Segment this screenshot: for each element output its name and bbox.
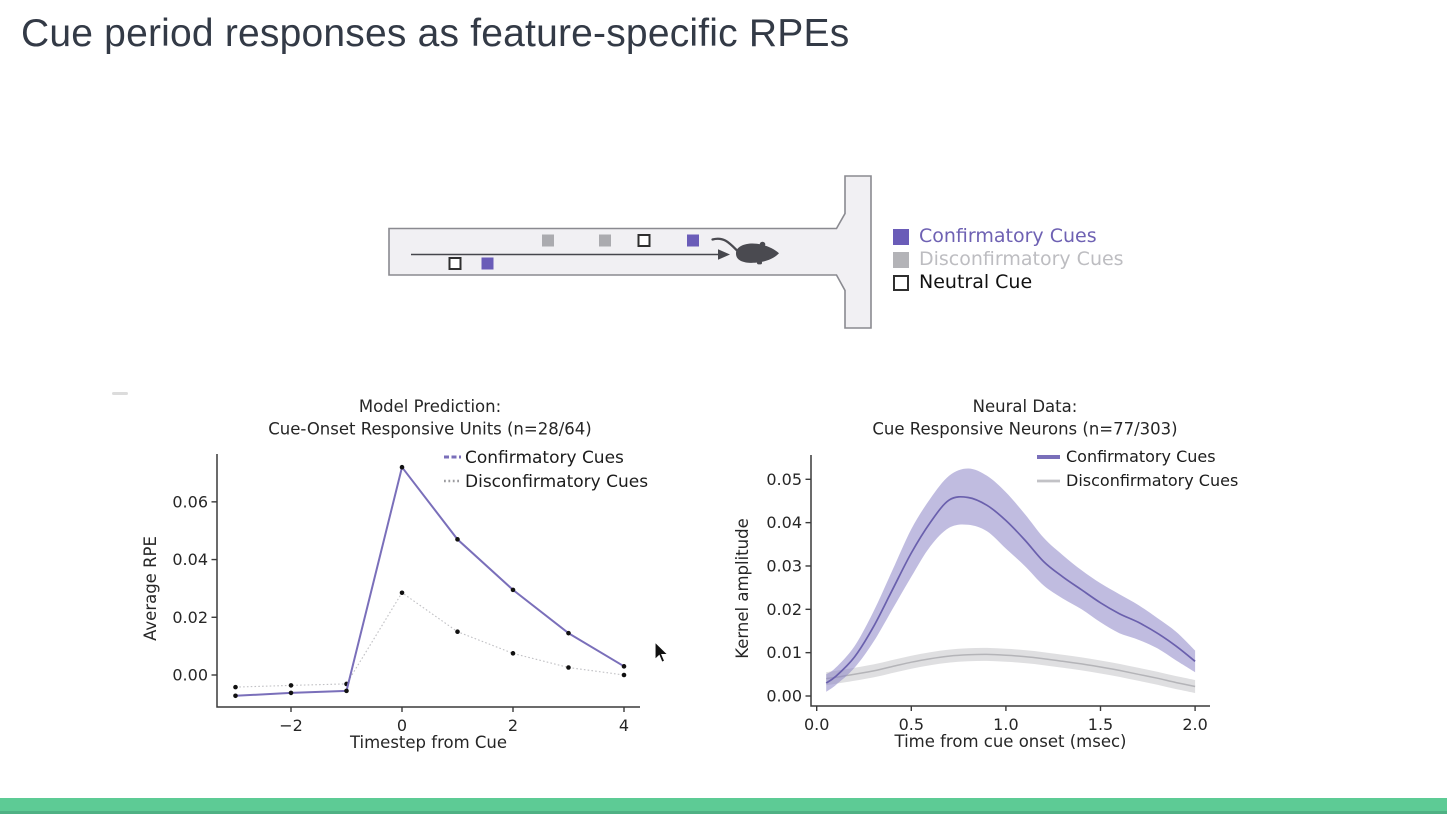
legend-row-neutral: Neutral Cue — [893, 273, 1124, 292]
axes-spines — [216, 454, 640, 708]
confirmatory-cue-square — [687, 234, 699, 247]
data-point — [288, 690, 294, 696]
mouse-silhouette — [711, 237, 779, 265]
y-tick-label: 0.02 — [766, 600, 802, 619]
y-tick-label: 0.00 — [766, 687, 802, 706]
data-point — [233, 693, 238, 699]
screen-artifact-dash — [112, 392, 128, 395]
y-tick-label: 0.00 — [172, 666, 208, 685]
neutral-cue-square — [637, 234, 651, 247]
x-tick-label: 0.0 — [804, 715, 829, 734]
data-point — [455, 537, 460, 542]
y-tick-label: 0.03 — [766, 556, 802, 575]
disconfirmatory-cues-band — [826, 647, 1196, 693]
disconfirmatory-cue-swatch — [893, 251, 909, 268]
confirmatory-cues-band — [826, 468, 1196, 692]
axes-spines — [810, 455, 1210, 707]
x-tick-label: −2 — [279, 716, 303, 735]
legend-row-confirmatory: Confirmatory Cues — [893, 227, 1124, 246]
data-point — [621, 672, 627, 678]
neural-data-chart: 0.0 0.5 1.0 1.5 2.0 0.00 0.01 0.02 0.03 0.04 0.05 T… — [733, 397, 1238, 751]
maze-cue-squares — [448, 234, 699, 270]
chart-title-line2: Cue Responsive Neurons (n=77/303) — [872, 420, 1177, 439]
y-tick-label: 0.06 — [172, 492, 208, 511]
neutral-cue-square — [448, 257, 462, 270]
y-tick-label: 0.04 — [766, 513, 802, 532]
maze-outline — [388, 175, 872, 329]
disconfirmatory-cues-mean-line — [826, 653, 1196, 688]
confirmatory-cues-line — [235, 464, 625, 697]
legend-label: Disconfirmatory Cues — [465, 472, 648, 492]
mouse-cursor — [654, 641, 670, 663]
data-point — [566, 630, 571, 636]
disconfirmatory-cues-line — [235, 591, 625, 688]
legend-label: Confirmatory Cues — [1066, 447, 1216, 466]
model-prediction-chart: −2 0 2 4 0.00 0.02 0.04 0.06 Timestep from Cue Av… — [141, 397, 648, 752]
run-direction-arrow — [411, 249, 730, 260]
neutral-cue-swatch — [893, 274, 909, 291]
disconfirmatory-cue-square — [542, 234, 554, 247]
x-tick-label: 1.0 — [993, 715, 1018, 734]
x-tick-label: 0 — [397, 716, 407, 735]
data-point — [233, 684, 238, 690]
data-point — [621, 664, 627, 669]
x-tick-label: 2.0 — [1182, 715, 1207, 734]
confirmatory-cue-swatch — [893, 228, 909, 245]
data-point — [399, 590, 405, 596]
legend-row-disconfirmatory: Disconfirmatory Cues — [893, 250, 1124, 269]
legend-label: Neutral Cue — [919, 271, 1033, 293]
chart-title-line2: Cue-Onset Responsive Units (n=28/64) — [268, 420, 591, 439]
x-tick-label: 0.5 — [899, 715, 924, 734]
y-axis-label: Kernel amplitude — [733, 518, 752, 658]
data-point — [566, 665, 571, 670]
data-point — [455, 629, 460, 635]
y-tick-label: 0.04 — [172, 550, 208, 569]
legend-label: Disconfirmatory Cues — [919, 248, 1124, 270]
chart-title-line1: Neural Data: — [973, 397, 1078, 416]
data-point — [399, 464, 405, 470]
data-point — [344, 688, 349, 694]
slide-title: Cue period responses as feature-specific… — [21, 12, 850, 55]
confirmatory-cues-mean-line — [825, 495, 1196, 684]
x-tick-label: 4 — [619, 716, 629, 735]
confirmatory-cue-square — [481, 257, 494, 270]
y-tick-label: 0.05 — [766, 470, 802, 489]
x-axis-label: Timestep from Cue — [349, 733, 507, 752]
y-axis-label: Average RPE — [141, 536, 160, 641]
data-point — [510, 587, 516, 593]
x-tick-label: 1.5 — [1088, 715, 1113, 734]
t-maze-diagram — [388, 175, 872, 329]
y-tick-label: 0.02 — [172, 608, 208, 627]
data-point — [510, 651, 516, 656]
y-tick-label: 0.01 — [766, 643, 802, 662]
data-point — [288, 683, 294, 688]
legend-label: Confirmatory Cues — [465, 448, 624, 468]
footer-accent-bar — [0, 798, 1447, 814]
legend-label: Confirmatory Cues — [919, 225, 1097, 247]
x-axis-label: Time from cue onset (msec) — [894, 732, 1127, 751]
chart-title-line1: Model Prediction: — [359, 397, 501, 416]
disconfirmatory-cue-square — [599, 234, 611, 247]
legend-label: Disconfirmatory Cues — [1066, 471, 1238, 490]
x-tick-label: 2 — [508, 716, 518, 735]
maze-legend: Confirmatory Cues Disconfirmatory Cues N… — [893, 227, 1124, 292]
